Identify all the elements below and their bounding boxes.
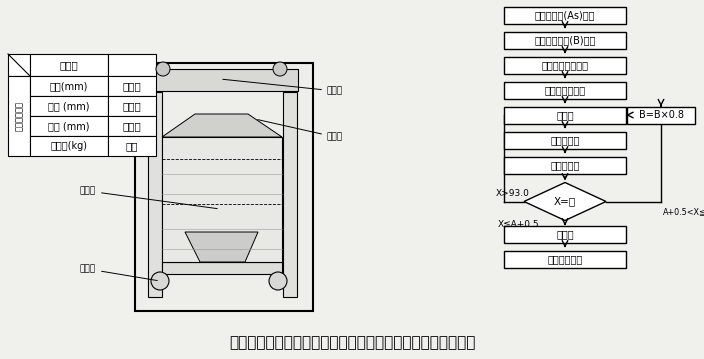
Circle shape [156, 62, 170, 76]
Bar [504, 6, 626, 23]
Bar [108, 96, 156, 116]
Text: 糠受部: 糠受部 [258, 120, 343, 141]
Text: X≦A+0.5: X≦A+0.5 [498, 219, 540, 228]
Polygon shape [162, 114, 282, 137]
Text: 図１　自動テスト精米機の構造と精米歩留りモードのフロー: 図１ 自動テスト精米機の構造と精米歩留りモードのフロー [229, 336, 475, 350]
Bar [8, 54, 30, 76]
Bar [30, 54, 108, 76]
Text: ７５: ７５ [126, 141, 138, 151]
Text: サンプル米セット: サンプル米セット [541, 60, 589, 70]
Bar [504, 157, 626, 173]
Circle shape [151, 272, 169, 290]
Bar [627, 107, 695, 123]
Bar [162, 262, 282, 274]
Bar [108, 116, 156, 136]
Bar [30, 96, 108, 116]
Bar [108, 54, 156, 76]
Polygon shape [185, 232, 258, 262]
Text: 精米部: 精米部 [80, 186, 218, 209]
Bar [504, 251, 626, 267]
Bar [504, 81, 626, 98]
Text: 歩留り算出: 歩留り算出 [551, 160, 579, 170]
Bar [504, 32, 626, 48]
Text: 精　米: 精 米 [556, 110, 574, 120]
Text: A+0.5<X≦93.0: A+0.5<X≦93.0 [663, 207, 704, 216]
Bar [108, 136, 156, 156]
Text: 初期精米抵抗(B)設定: 初期精米抵抗(B)設定 [534, 35, 596, 45]
Bar [504, 107, 626, 123]
Bar [135, 63, 313, 311]
Text: 機器の大きさ: 機器の大きさ [15, 101, 23, 131]
Text: 高さ (mm): 高さ (mm) [49, 101, 89, 111]
Bar [30, 76, 108, 96]
Bar [30, 136, 108, 156]
Text: 奥行 (mm): 奥行 (mm) [49, 121, 89, 131]
Bar [504, 56, 626, 74]
Text: B=B×0.8: B=B×0.8 [639, 110, 684, 120]
Bar [283, 92, 297, 297]
Bar [30, 116, 108, 136]
Text: ５００: ５００ [122, 121, 142, 131]
Text: 質量　(kg): 質量 (kg) [51, 141, 87, 151]
Text: X=？: X=？ [554, 196, 576, 206]
Circle shape [269, 272, 287, 290]
Bar [148, 69, 298, 91]
Text: 風袋質量測定: 風袋質量測定 [548, 254, 583, 264]
Text: ７５０: ７５０ [122, 101, 142, 111]
Text: X>93.0: X>93.0 [496, 189, 530, 198]
Bar [148, 92, 162, 297]
Text: 諸　元: 諸 元 [60, 60, 78, 70]
Polygon shape [524, 182, 606, 220]
Circle shape [273, 62, 287, 76]
Text: 微塵部: 微塵部 [222, 79, 343, 95]
Text: 初期米質量測定: 初期米質量測定 [544, 85, 586, 95]
Bar [108, 76, 156, 96]
Text: ５００: ５００ [122, 81, 142, 91]
Bar [504, 131, 626, 149]
Text: 制砂部: 制砂部 [80, 265, 157, 280]
Bar [8, 76, 30, 156]
Text: 排　出: 排 出 [556, 229, 574, 239]
Text: 目標歩留り(As)入力: 目標歩留り(As)入力 [535, 10, 596, 20]
Text: 米質量測定: 米質量測定 [551, 135, 579, 145]
Bar [162, 137, 282, 262]
Bar [504, 225, 626, 242]
Text: 幅　(mm): 幅 (mm) [50, 81, 88, 91]
